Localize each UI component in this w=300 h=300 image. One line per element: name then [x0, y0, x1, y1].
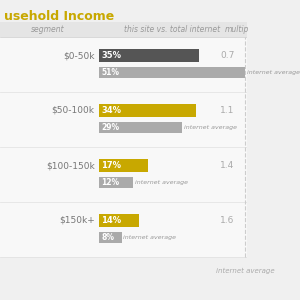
Text: internet average: internet average [216, 268, 275, 274]
Text: $50-100k: $50-100k [52, 106, 94, 115]
Text: internet average: internet average [247, 70, 300, 75]
FancyBboxPatch shape [0, 147, 247, 202]
Text: 34%: 34% [101, 106, 121, 115]
Text: internet average: internet average [123, 235, 176, 240]
Text: 1.4: 1.4 [220, 161, 235, 170]
Text: 1.6: 1.6 [220, 216, 235, 225]
FancyBboxPatch shape [0, 22, 247, 37]
Text: segment: segment [31, 25, 64, 34]
Text: $0-50k: $0-50k [63, 51, 94, 60]
Text: 29%: 29% [101, 123, 119, 132]
Text: internet average: internet average [135, 180, 188, 185]
Text: multip: multip [224, 25, 249, 34]
Text: internet average: internet average [184, 125, 237, 130]
Text: 14%: 14% [101, 216, 121, 225]
FancyBboxPatch shape [99, 214, 139, 227]
Text: this site vs. total internet: this site vs. total internet [124, 25, 220, 34]
FancyBboxPatch shape [99, 104, 196, 117]
Text: 35%: 35% [101, 51, 121, 60]
FancyBboxPatch shape [99, 159, 148, 172]
Text: 51%: 51% [101, 68, 119, 77]
Text: 1.1: 1.1 [220, 106, 235, 115]
Text: $100-150k: $100-150k [46, 161, 94, 170]
FancyBboxPatch shape [99, 67, 245, 78]
FancyBboxPatch shape [99, 232, 122, 243]
FancyBboxPatch shape [99, 49, 199, 62]
Text: 12%: 12% [101, 178, 119, 187]
Text: 17%: 17% [101, 161, 121, 170]
Text: $150k+: $150k+ [59, 216, 94, 225]
FancyBboxPatch shape [0, 37, 247, 92]
FancyBboxPatch shape [99, 122, 182, 133]
FancyBboxPatch shape [0, 202, 247, 257]
Text: 8%: 8% [101, 233, 114, 242]
Text: usehold Income: usehold Income [4, 10, 114, 23]
FancyBboxPatch shape [0, 92, 247, 147]
Text: 0.7: 0.7 [220, 51, 235, 60]
FancyBboxPatch shape [99, 177, 133, 188]
